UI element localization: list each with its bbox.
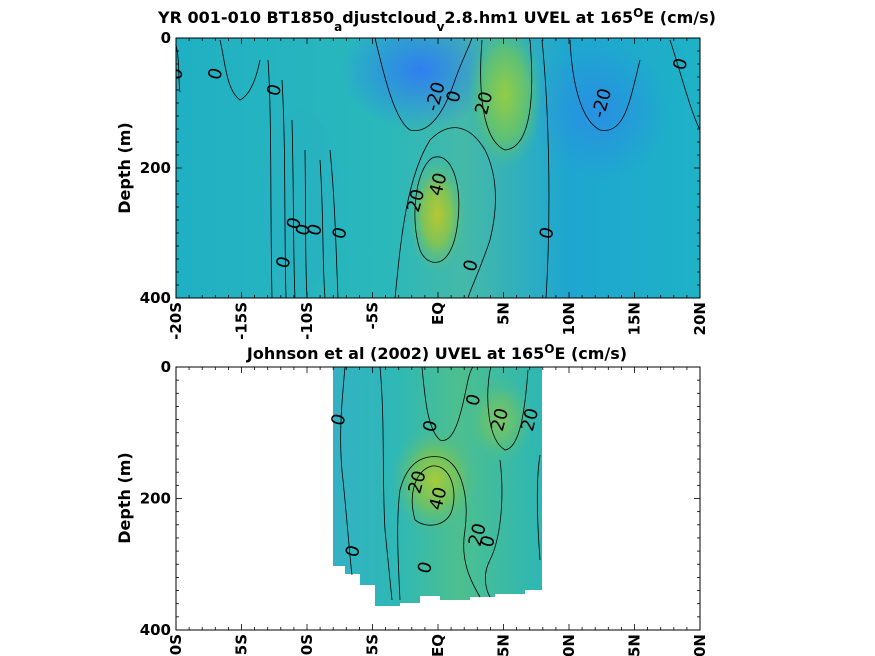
- bottom-x-tick-label: -5S: [364, 634, 382, 656]
- bottom-x-tick-label: 10N: [560, 634, 578, 656]
- top-contour-label: 0: [669, 56, 692, 72]
- top-contour-label: 0: [536, 225, 559, 241]
- top-x-tick-label: -15S: [233, 302, 251, 340]
- top-x-tick-label: 5N: [495, 302, 513, 325]
- top-contour-label: 0: [272, 254, 295, 270]
- bottom-x-tick-label: 15N: [626, 634, 644, 656]
- bottom-x-tick-label: EQ: [429, 634, 447, 656]
- top-contour-label: 0: [329, 225, 352, 241]
- bottom-contours: [340, 367, 541, 601]
- top-x-tick-label: -20S: [167, 302, 185, 340]
- bottom-contour-label: 0: [477, 533, 500, 549]
- top-x-tick-label: 15N: [626, 302, 644, 335]
- bottom-x-tick-label: -15S: [233, 634, 251, 656]
- bottom-y-tick-label: 400: [140, 621, 171, 639]
- top-contour-label: 0: [460, 257, 483, 273]
- bottom-contour-label: 0: [342, 543, 365, 559]
- top-contours: [176, 38, 700, 298]
- top-x-tick-label: 10N: [560, 302, 578, 335]
- bottom-contour-label: 0: [414, 559, 437, 575]
- top-contour-label: 0: [304, 222, 327, 238]
- bottom-chart-title: Johnson et al (2002) UVEL at 165OE (cm/s…: [246, 342, 627, 363]
- bottom-y-tick-label: 200: [140, 490, 171, 508]
- bottom-x-tick-label: 5N: [495, 634, 513, 656]
- top-y-tick-label: 200: [140, 159, 171, 177]
- top-contour-label: 0: [263, 82, 286, 98]
- bottom-x-tick-label: -20S: [167, 634, 185, 656]
- top-axis-ticks: 0 200 400-20S -15S -10S -5S EQ 5N 10N 15N 20N: [140, 29, 709, 340]
- top-y-axis-label: Depth (m): [115, 122, 134, 214]
- bottom-contour-label: 0: [327, 411, 350, 427]
- bottom-contour-label: 0: [419, 418, 442, 434]
- bottom-contour-label: 0: [462, 392, 485, 408]
- top-x-tick-label: -10S: [298, 302, 316, 340]
- top-x-tick-label: -5S: [364, 302, 382, 329]
- bottom-y-axis-label: Depth (m): [115, 452, 134, 544]
- bottom-axis-ticks: 0 200 400-20S -15S -10S -5S EQ 5N 10N 15N 20N: [140, 358, 709, 656]
- bottom-x-tick-label: -10S: [298, 634, 316, 656]
- top-contour-label: 0: [443, 88, 466, 104]
- top-contour-label: 0: [204, 66, 227, 82]
- bottom-x-tick-label: 20N: [691, 634, 709, 656]
- top-x-tick-label: EQ: [429, 302, 447, 325]
- top-x-tick-label: 20N: [691, 302, 709, 335]
- top-contour-label: 0: [283, 215, 306, 231]
- top-contour-label: 0: [292, 222, 315, 238]
- top-y-tick-label: 0: [161, 29, 171, 47]
- top-chart-title: YR 001-010 BT1850adjustcloudv2.8.hm1 UVE…: [157, 6, 716, 34]
- top-y-tick-label: 400: [140, 289, 171, 307]
- bottom-y-tick-label: 0: [161, 358, 171, 376]
